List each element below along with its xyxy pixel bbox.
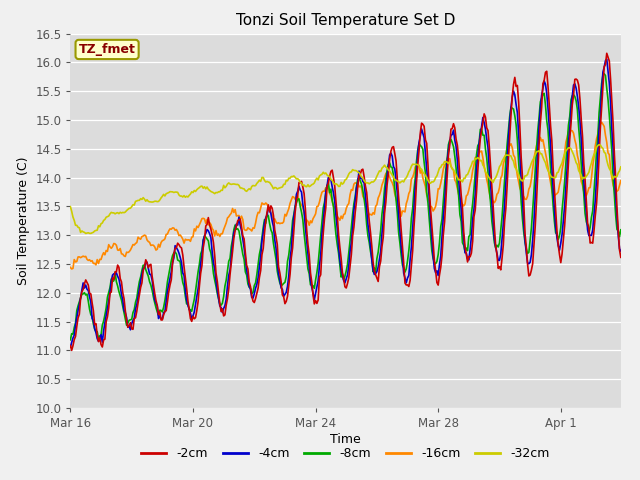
Line: -16cm: -16cm	[70, 122, 621, 269]
-16cm	[492, 197, 499, 203]
-32cm	[450, 167, 458, 173]
-8cm	[67, 337, 74, 343]
-4cm	[571, 81, 579, 87]
Line: -4cm: -4cm	[70, 59, 621, 347]
X-axis label: Time: Time	[330, 433, 361, 446]
-16cm	[68, 266, 76, 272]
-16cm	[503, 145, 511, 151]
-2cm	[67, 343, 74, 348]
-32cm	[67, 204, 74, 210]
-2cm	[492, 243, 499, 249]
-8cm	[490, 240, 498, 245]
-8cm	[617, 227, 625, 233]
-32cm	[572, 160, 580, 166]
-4cm	[603, 56, 611, 62]
-8cm	[449, 140, 456, 145]
-4cm	[617, 248, 625, 254]
-8cm	[502, 159, 509, 165]
-2cm	[68, 348, 76, 353]
-16cm	[387, 178, 395, 183]
-16cm	[67, 264, 74, 270]
-2cm	[617, 254, 625, 260]
-8cm	[571, 94, 579, 99]
-16cm	[110, 240, 118, 246]
-32cm	[110, 210, 118, 216]
-2cm	[603, 50, 611, 56]
-4cm	[67, 344, 74, 350]
Title: Tonzi Soil Temperature Set D: Tonzi Soil Temperature Set D	[236, 13, 455, 28]
-16cm	[572, 142, 580, 148]
Y-axis label: Soil Temperature (C): Soil Temperature (C)	[17, 156, 29, 285]
Text: TZ_fmet: TZ_fmet	[79, 43, 136, 56]
-16cm	[598, 120, 605, 125]
-16cm	[450, 167, 458, 173]
-32cm	[617, 164, 625, 170]
-2cm	[572, 76, 580, 82]
Line: -2cm: -2cm	[70, 53, 621, 350]
-4cm	[502, 180, 509, 185]
Line: -8cm: -8cm	[70, 74, 621, 340]
-32cm	[595, 142, 603, 147]
-4cm	[386, 152, 394, 158]
-4cm	[109, 272, 116, 278]
-16cm	[617, 178, 625, 183]
-32cm	[387, 170, 395, 176]
-2cm	[503, 182, 511, 188]
-4cm	[490, 236, 498, 241]
Legend: -2cm, -4cm, -8cm, -16cm, -32cm: -2cm, -4cm, -8cm, -16cm, -32cm	[136, 443, 555, 466]
-2cm	[110, 276, 118, 282]
-8cm	[109, 278, 116, 284]
-8cm	[600, 71, 608, 77]
-32cm	[82, 230, 90, 236]
-32cm	[492, 175, 499, 180]
Line: -32cm: -32cm	[70, 144, 621, 233]
-8cm	[386, 160, 394, 166]
-2cm	[450, 121, 458, 127]
-4cm	[449, 132, 456, 137]
-2cm	[387, 148, 395, 154]
-32cm	[503, 152, 511, 158]
